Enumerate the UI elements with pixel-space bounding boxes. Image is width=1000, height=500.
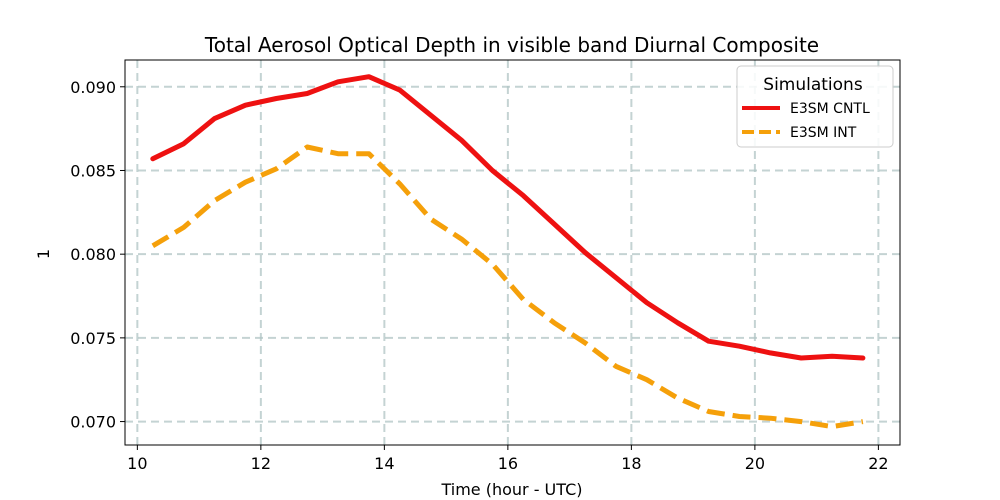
series-group [150,74,866,430]
x-tick-label: 12 [251,454,271,473]
x-tick-label: 14 [374,454,394,473]
x-axis-title: Time (hour - UTC) [440,480,582,499]
y-tick-label: 0.070 [70,413,116,432]
series-line-e3sm-int [151,144,864,430]
chart-title: Total Aerosol Optical Depth in visible b… [204,33,819,57]
y-tick-label: 0.085 [70,161,116,180]
x-tick-label: 10 [127,454,147,473]
x-tick-label: 18 [621,454,641,473]
series-line-e3sm-cntl [150,74,866,361]
x-tick-label: 20 [745,454,765,473]
legend-title: Simulations [763,75,863,95]
legend-box [736,65,894,148]
y-tick-label: 0.080 [70,245,116,264]
y-tick-label: 0.090 [70,78,116,97]
legend: Simulations E3SM CNTL E3SM INT [736,65,894,148]
legend-label-cntl: E3SM CNTL [790,101,870,117]
x-tick-label: 16 [498,454,518,473]
plot-frame [124,59,901,446]
legend-label-int: E3SM INT [790,125,857,141]
x-tick-label: 22 [868,454,888,473]
ticks: 10 12 14 16 18 20 22 0.070 0.075 0.080 0.085 0.090 [70,78,888,473]
y-tick-label: 0.075 [70,329,116,348]
y-axis-title: 1 [34,249,53,259]
